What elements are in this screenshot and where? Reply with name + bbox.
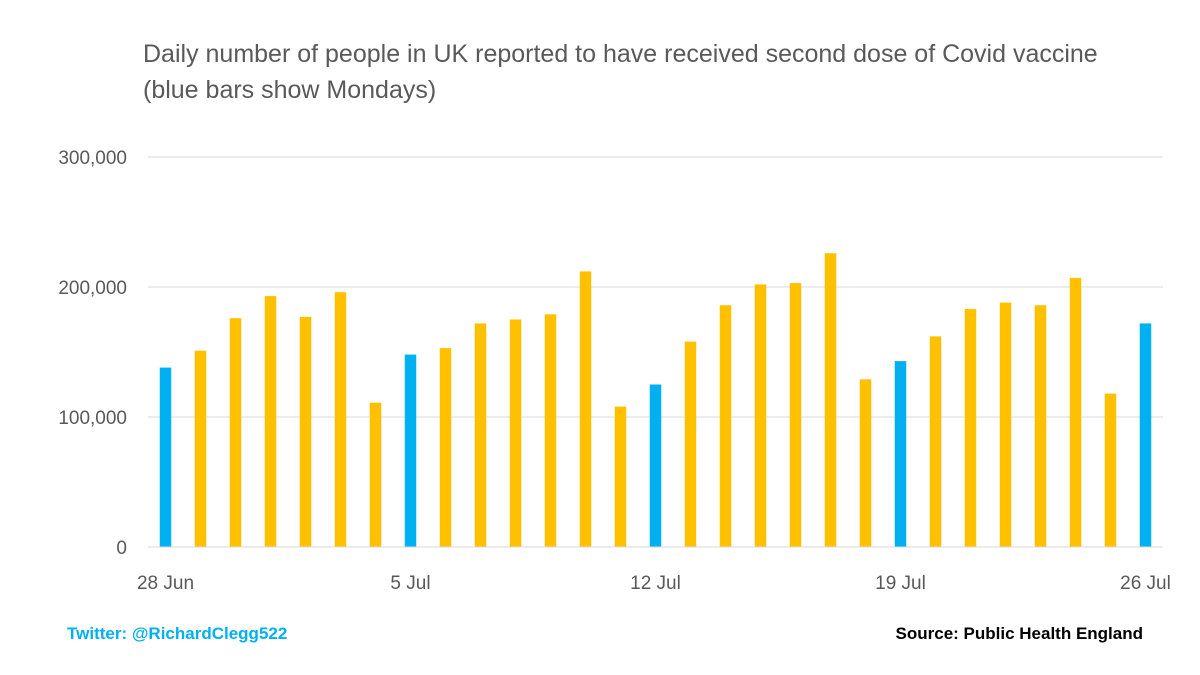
bar-monday <box>159 367 172 547</box>
bar <box>859 379 872 547</box>
bar <box>474 323 487 547</box>
x-tick-label: 26 Jul <box>1120 573 1171 594</box>
x-tick-label: 12 Jul <box>630 573 681 594</box>
bar <box>754 284 767 547</box>
twitter-handle[interactable]: Twitter: @RichardClegg522 <box>67 624 288 643</box>
chart-title: Daily number of people in UK reported to… <box>143 40 1098 104</box>
bar <box>194 350 207 547</box>
bar <box>789 283 802 547</box>
y-axis-tick-labels: 0 100,000 200,000 300,000 <box>58 148 127 559</box>
bar <box>369 402 382 547</box>
x-tick-label: 28 Jun <box>137 573 194 594</box>
bar <box>334 292 347 547</box>
bars <box>159 253 1152 547</box>
bar <box>719 305 732 547</box>
bar <box>264 296 277 547</box>
y-tick-label: 0 <box>116 538 127 559</box>
source-credit: Source: Public Health England <box>895 624 1143 643</box>
x-axis-tick-labels: 28 Jun 5 Jul 12 Jul 19 Jul 26 Jul <box>137 573 1171 594</box>
bar <box>614 406 627 547</box>
bar <box>964 309 977 547</box>
bar-monday <box>649 384 662 547</box>
bar <box>684 341 697 547</box>
bar <box>509 319 522 547</box>
bar <box>579 271 592 547</box>
bar-monday <box>404 354 417 547</box>
bar <box>439 348 452 547</box>
bar-monday <box>1139 323 1152 547</box>
bar <box>1034 305 1047 547</box>
bar <box>929 336 942 547</box>
bar <box>999 302 1012 547</box>
bar <box>1104 393 1117 547</box>
bar <box>299 316 312 547</box>
bar <box>1069 277 1082 547</box>
bar <box>824 253 837 547</box>
bar <box>544 314 557 547</box>
y-tick-label: 300,000 <box>58 148 127 169</box>
y-tick-label: 100,000 <box>58 408 127 429</box>
y-tick-label: 200,000 <box>58 278 127 299</box>
x-tick-label: 5 Jul <box>390 573 430 594</box>
x-tick-label: 19 Jul <box>875 573 926 594</box>
bar <box>229 318 242 547</box>
bar-monday <box>894 361 907 547</box>
